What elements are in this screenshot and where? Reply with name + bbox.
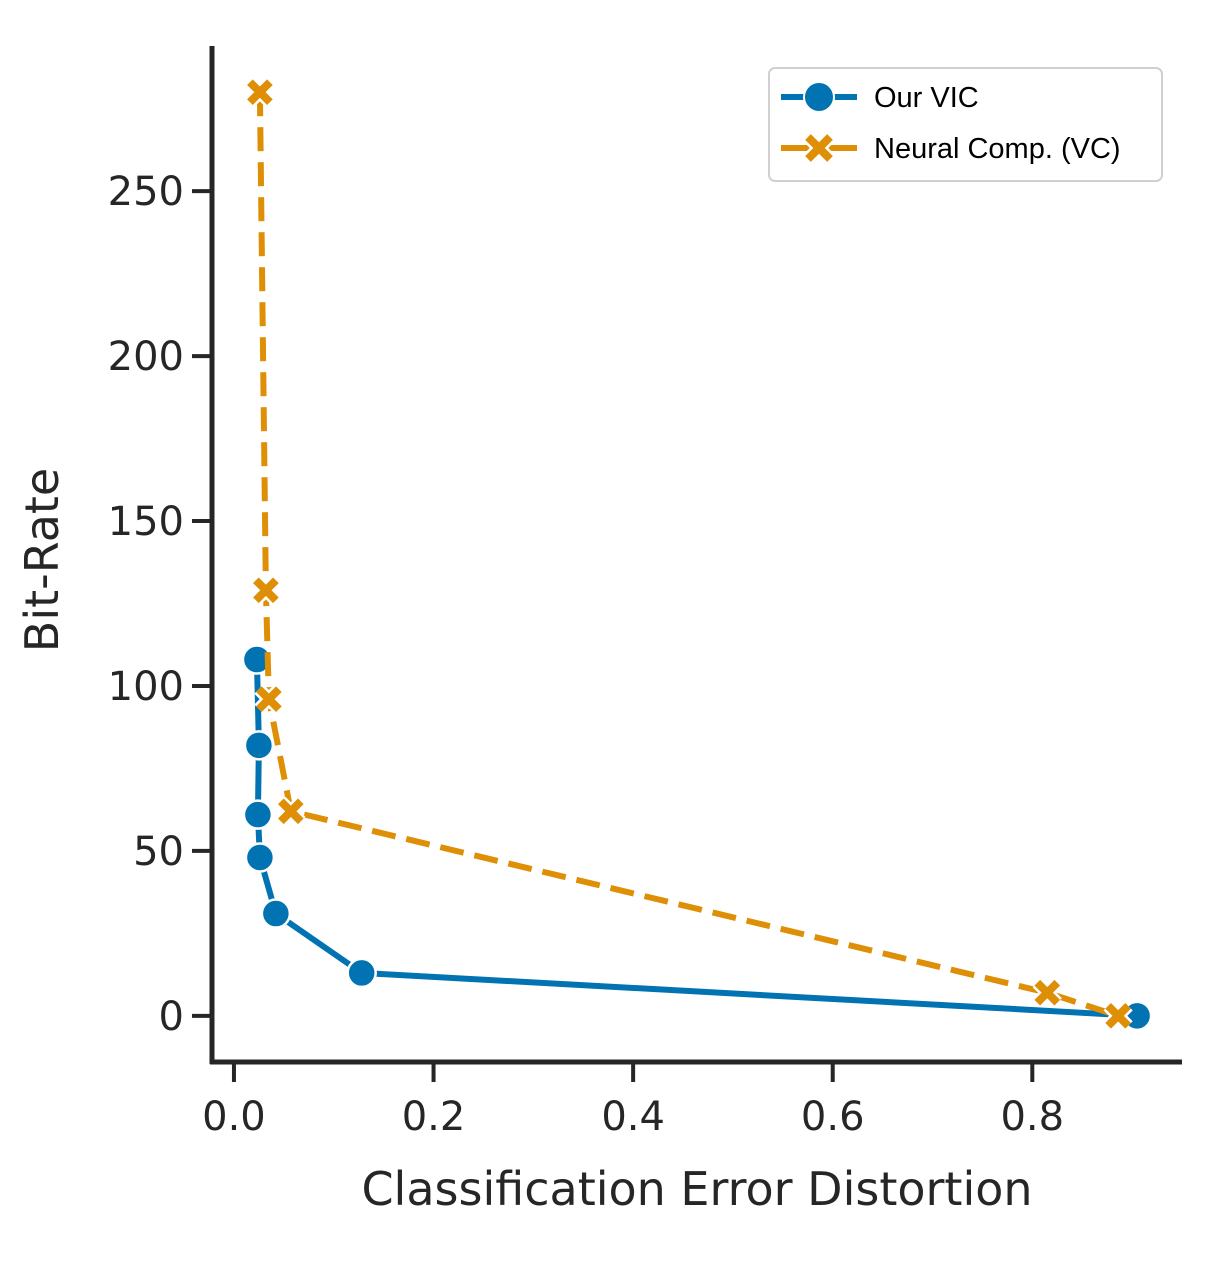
x-tick-label: 0.4 xyxy=(601,1094,665,1140)
x-tick-label: 0.2 xyxy=(402,1094,466,1140)
y-axis-title: Bit-Rate xyxy=(15,468,69,652)
data-point xyxy=(241,644,273,675)
x-tick-label: 0.8 xyxy=(1000,1094,1064,1140)
series-0 xyxy=(241,644,1153,1032)
x-axis-title: Classification Error Distortion xyxy=(361,1162,1032,1216)
x-tick-label: 0.6 xyxy=(801,1094,865,1140)
y-tick-label: 100 xyxy=(108,664,184,710)
data-point xyxy=(244,842,276,873)
data-point xyxy=(1032,978,1062,1008)
legend-marker xyxy=(803,81,835,113)
plot-area xyxy=(241,77,1153,1032)
legend-label: Our VIC xyxy=(874,82,979,114)
data-point xyxy=(276,796,306,826)
data-point xyxy=(346,957,377,989)
y-tick-label: 250 xyxy=(108,169,184,215)
y-tick-label: 0 xyxy=(159,994,184,1040)
legend-item: Our VIC xyxy=(781,81,979,114)
x-tick-label: 0.0 xyxy=(202,1094,266,1140)
legend-item: Neural Comp. (VC) xyxy=(781,132,1121,165)
y-tick-label: 50 xyxy=(133,829,184,875)
legend-marker xyxy=(803,132,835,164)
legend: Our VIC Neural Comp. (VC) xyxy=(768,67,1163,182)
axes: 0.0 0.2 0.4 0.6 0.8 0 50 100 150 200 250 Classifica… xyxy=(15,46,1182,1216)
data-point xyxy=(260,898,292,929)
data-point xyxy=(243,730,275,761)
y-tick-label: 200 xyxy=(108,334,184,380)
data-point xyxy=(245,77,275,107)
data-point xyxy=(254,684,284,714)
y-tick-label: 150 xyxy=(108,499,184,545)
series-line xyxy=(256,92,1120,1019)
data-point xyxy=(251,575,281,605)
series-1 xyxy=(245,77,1133,1031)
legend-box xyxy=(768,67,1163,182)
legend-label: Neural Comp. (VC) xyxy=(874,133,1121,165)
data-point xyxy=(242,799,274,830)
data-point xyxy=(1103,1001,1133,1031)
